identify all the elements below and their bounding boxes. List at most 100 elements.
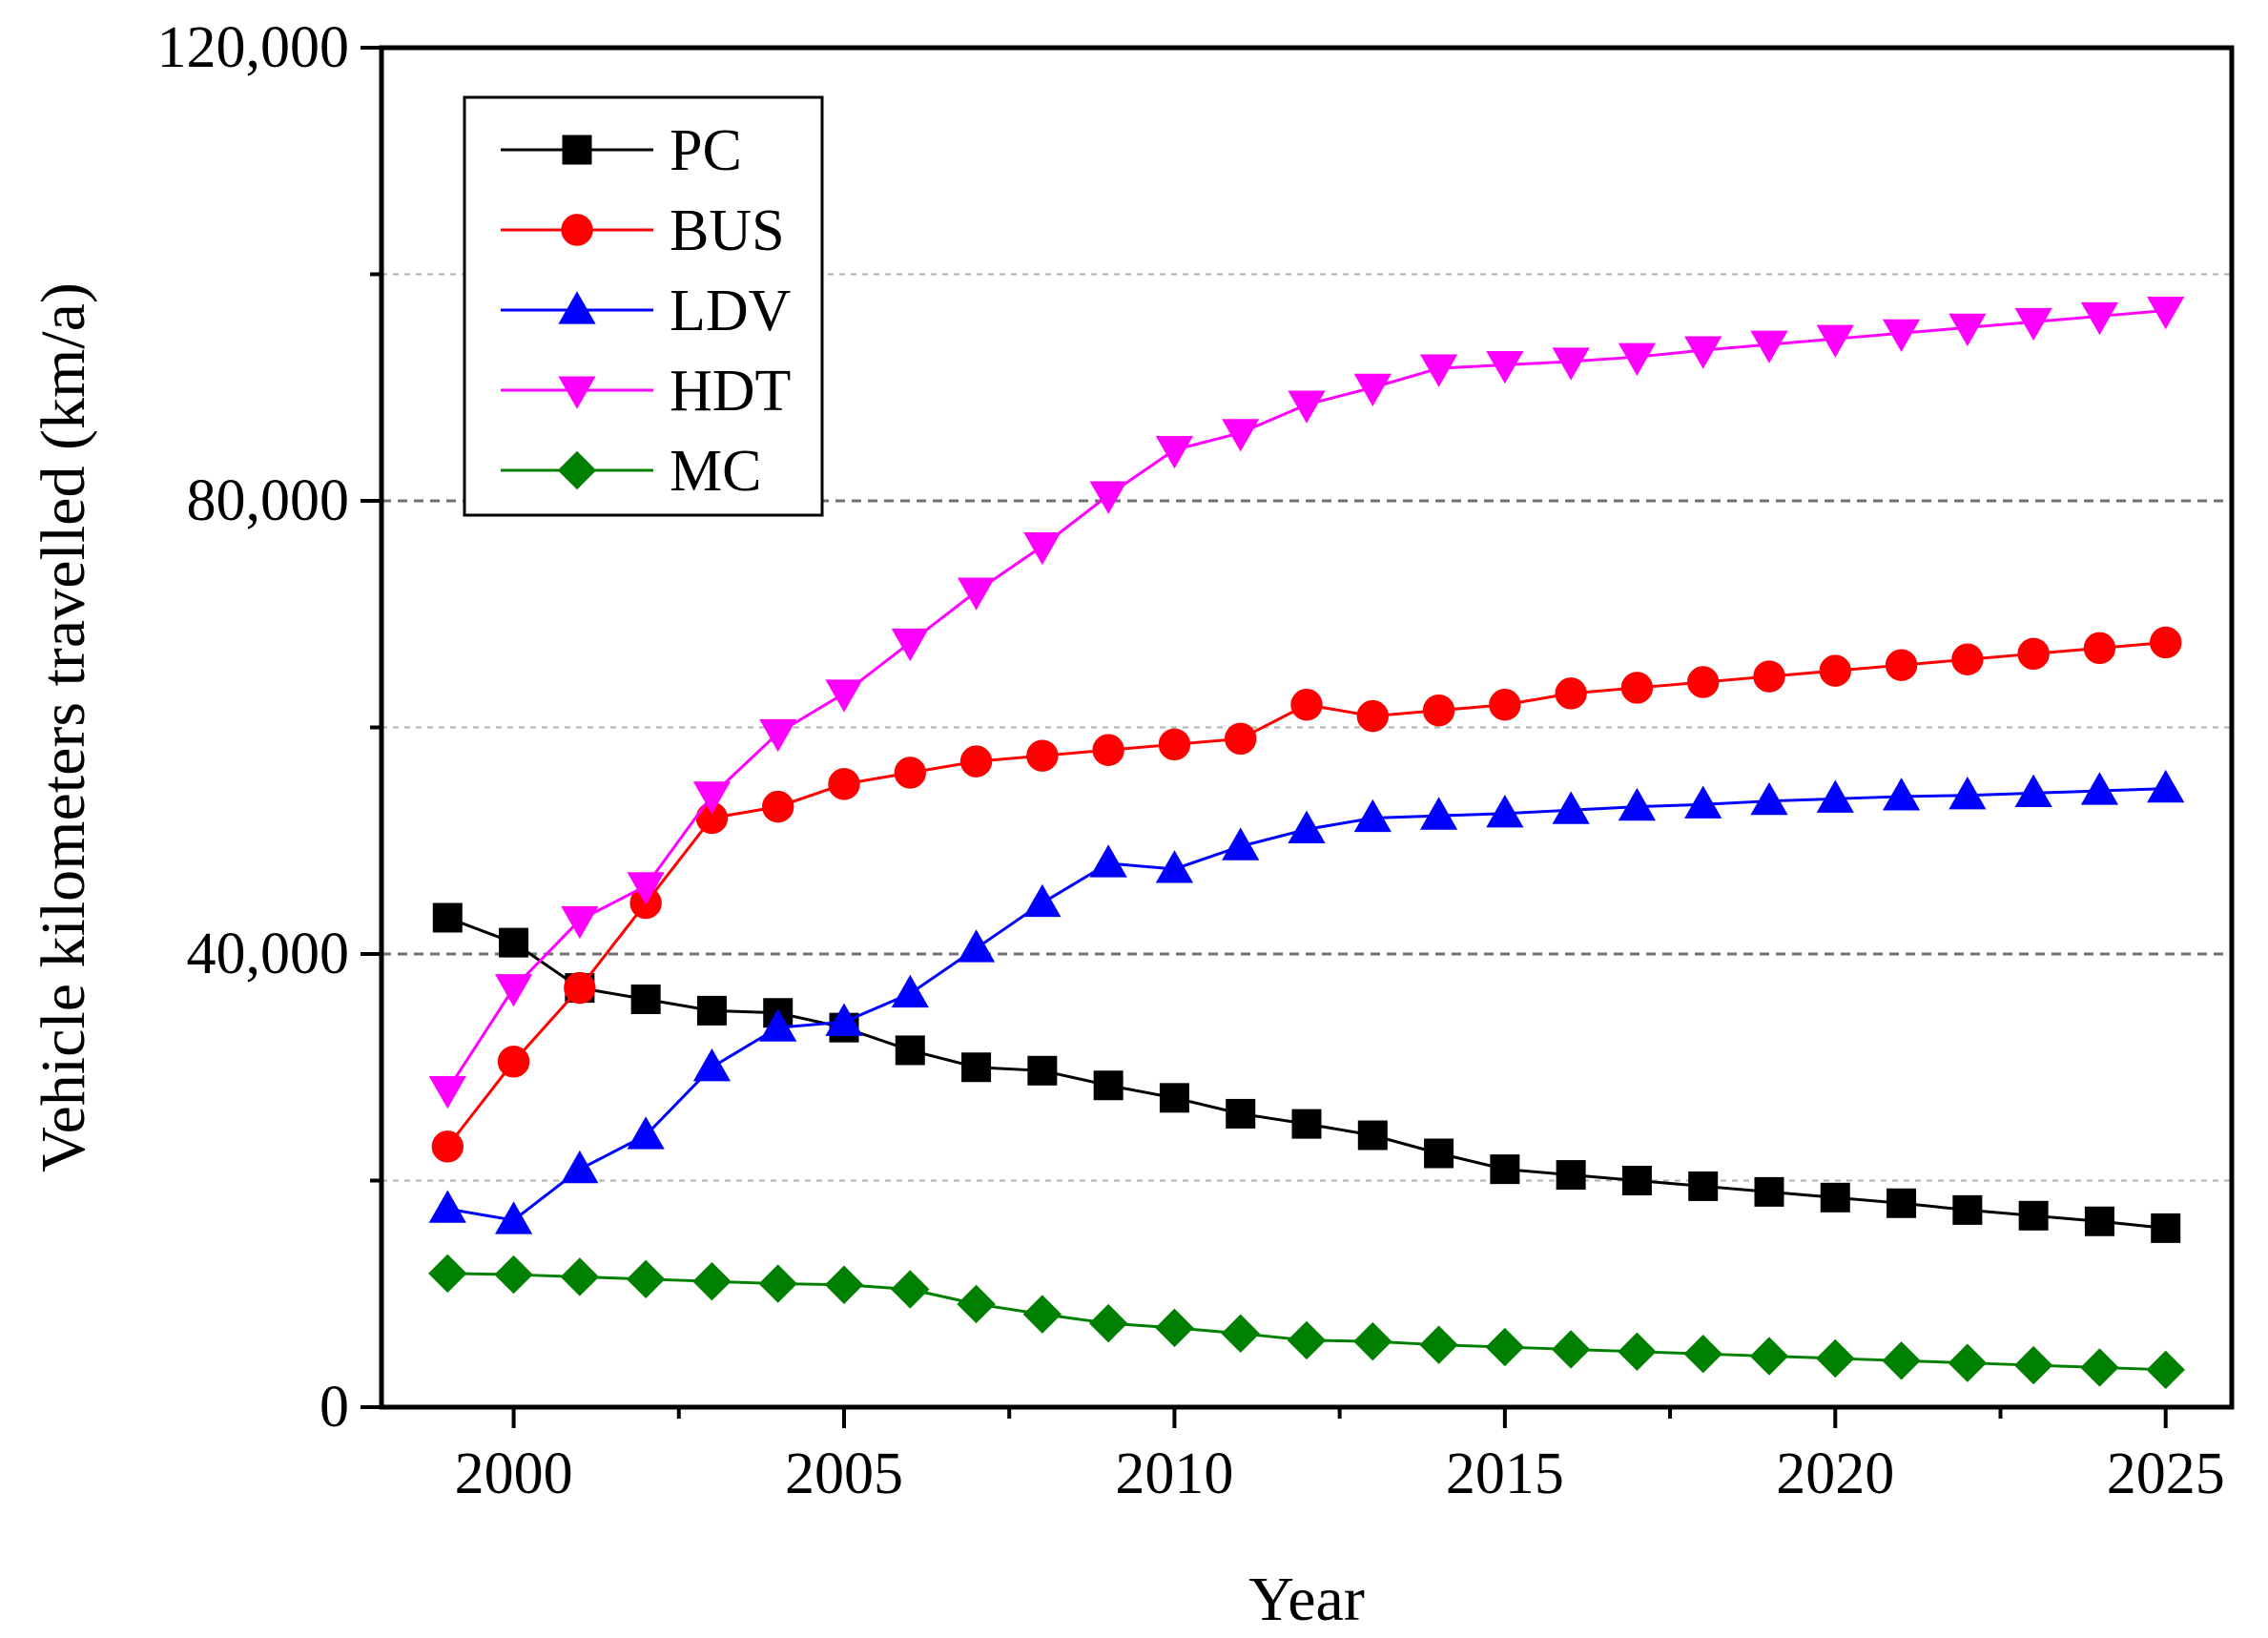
- data-point-hdt: [1750, 330, 1788, 363]
- data-point-hdt: [692, 781, 732, 815]
- data-point-ldv: [1552, 791, 1590, 824]
- data-point-hdt: [759, 718, 797, 753]
- data-point-mc: [428, 1254, 467, 1294]
- legend: PC BUS LDV HDT MC: [463, 95, 824, 517]
- data-point-pc: [1357, 1120, 1388, 1151]
- data-point-ldv: [1816, 779, 1854, 813]
- legend-label-bus: BUS: [670, 198, 785, 263]
- data-point-bus: [1885, 649, 1918, 681]
- data-point-bus: [431, 1130, 464, 1163]
- data-point-mc: [1683, 1334, 1722, 1374]
- data-point-hdt: [561, 905, 599, 940]
- data-point-pc: [1027, 1055, 1058, 1086]
- y-tick-label: 120,000: [157, 15, 350, 80]
- x-tick-label: 2020: [1776, 1441, 1894, 1506]
- data-point-bus: [1753, 660, 1785, 693]
- data-point-ldv: [1155, 850, 1194, 883]
- data-point-bus: [497, 1046, 530, 1078]
- data-point-ldv: [2080, 772, 2119, 805]
- data-point-pc: [432, 902, 463, 933]
- data-point-mc: [1088, 1303, 1128, 1343]
- data-point-mc: [560, 1257, 600, 1296]
- data-point-mc: [2146, 1350, 2185, 1390]
- data-point-pc: [1952, 1194, 1983, 1225]
- data-point-mc: [1353, 1321, 1392, 1361]
- data-point-ldv: [1750, 781, 1788, 816]
- y-tick-label: 80,000: [187, 468, 350, 533]
- data-point-mc: [1485, 1327, 1525, 1367]
- data-point-hdt: [428, 1075, 466, 1109]
- legend-item-pc: PC: [501, 118, 742, 183]
- legend-item-hdt: HDT: [501, 359, 791, 424]
- series-layer: [428, 296, 2185, 1390]
- legend-label-hdt: HDT: [670, 359, 791, 424]
- data-point-ldv: [1288, 810, 1326, 843]
- data-point-bus: [1225, 722, 1257, 756]
- data-point-mc: [2080, 1348, 2119, 1387]
- data-point-bus: [828, 768, 860, 800]
- data-point-hdt: [1882, 319, 1921, 353]
- data-point-hdt: [2080, 301, 2119, 336]
- data-point-hdt: [1023, 531, 1062, 566]
- data-point-ldv: [1618, 787, 1657, 821]
- data-point-pc: [1490, 1154, 1520, 1185]
- legend-box: [463, 95, 824, 517]
- data-point-mc: [1948, 1343, 1988, 1382]
- data-point-ldv: [561, 1150, 599, 1184]
- data-point-mc: [1287, 1320, 1327, 1360]
- data-point-bus: [564, 971, 596, 1005]
- data-point-mc: [1816, 1338, 1855, 1379]
- data-point-hdt: [627, 872, 665, 905]
- x-tick-label: 2025: [2107, 1441, 2225, 1506]
- axes: 0 40,000 80,000 120,000 2000 2005 2010 2015 2020…: [157, 15, 2225, 1506]
- data-point-pc: [1754, 1176, 1784, 1207]
- data-point-mc: [1551, 1330, 1591, 1369]
- y-tick-label: 40,000: [187, 922, 350, 986]
- series-ldv: [428, 769, 2185, 1234]
- data-point-bus: [894, 757, 926, 789]
- data-point-pc: [1159, 1083, 1189, 1113]
- x-tick-label: 2005: [785, 1441, 903, 1506]
- data-point-hdt: [1684, 336, 1722, 369]
- data-point-mc: [1749, 1337, 1789, 1376]
- legend-label-mc: MC: [670, 439, 761, 504]
- data-point-pc: [961, 1052, 992, 1083]
- data-point-bus: [1290, 689, 1323, 721]
- data-point-hdt: [1155, 436, 1194, 469]
- data-point-hdt: [494, 974, 533, 1007]
- data-point-hdt: [2014, 307, 2052, 342]
- data-point-bus: [1489, 689, 1521, 721]
- data-point-pc: [1621, 1166, 1652, 1195]
- data-point-mc: [1618, 1332, 1657, 1372]
- data-point-hdt: [1288, 390, 1326, 424]
- data-point-mc: [1882, 1341, 1921, 1380]
- data-point-pc: [2018, 1200, 2049, 1231]
- data-point-hdt: [1552, 347, 1590, 381]
- data-point-bus: [959, 745, 993, 778]
- data-point-pc: [1820, 1182, 1850, 1213]
- data-point-bus: [1555, 677, 1587, 710]
- data-point-pc: [2084, 1206, 2114, 1236]
- data-point-bus: [1951, 643, 1984, 675]
- legend-marker-mc: [557, 450, 597, 490]
- data-point-hdt: [1948, 313, 1987, 347]
- data-point-bus: [1026, 739, 1059, 772]
- data-point-mc: [2013, 1345, 2053, 1385]
- data-point-hdt: [1486, 350, 1524, 384]
- data-point-ldv: [494, 1201, 533, 1234]
- data-point-pc: [696, 995, 727, 1026]
- legend-item-bus: BUS: [501, 198, 785, 263]
- legend-item-ldv: LDV: [501, 279, 792, 343]
- data-point-mc: [824, 1265, 864, 1304]
- data-point-pc: [1291, 1109, 1322, 1139]
- data-point-mc: [1419, 1325, 1458, 1364]
- data-point-pc: [1556, 1160, 1586, 1191]
- data-point-hdt: [1089, 481, 1127, 514]
- data-point-bus: [1620, 672, 1654, 704]
- data-point-hdt: [1816, 324, 1854, 358]
- data-point-ldv: [692, 1047, 732, 1082]
- data-point-ldv: [1684, 785, 1722, 819]
- legend-label-ldv: LDV: [670, 279, 792, 343]
- data-point-ldv: [1882, 778, 1921, 811]
